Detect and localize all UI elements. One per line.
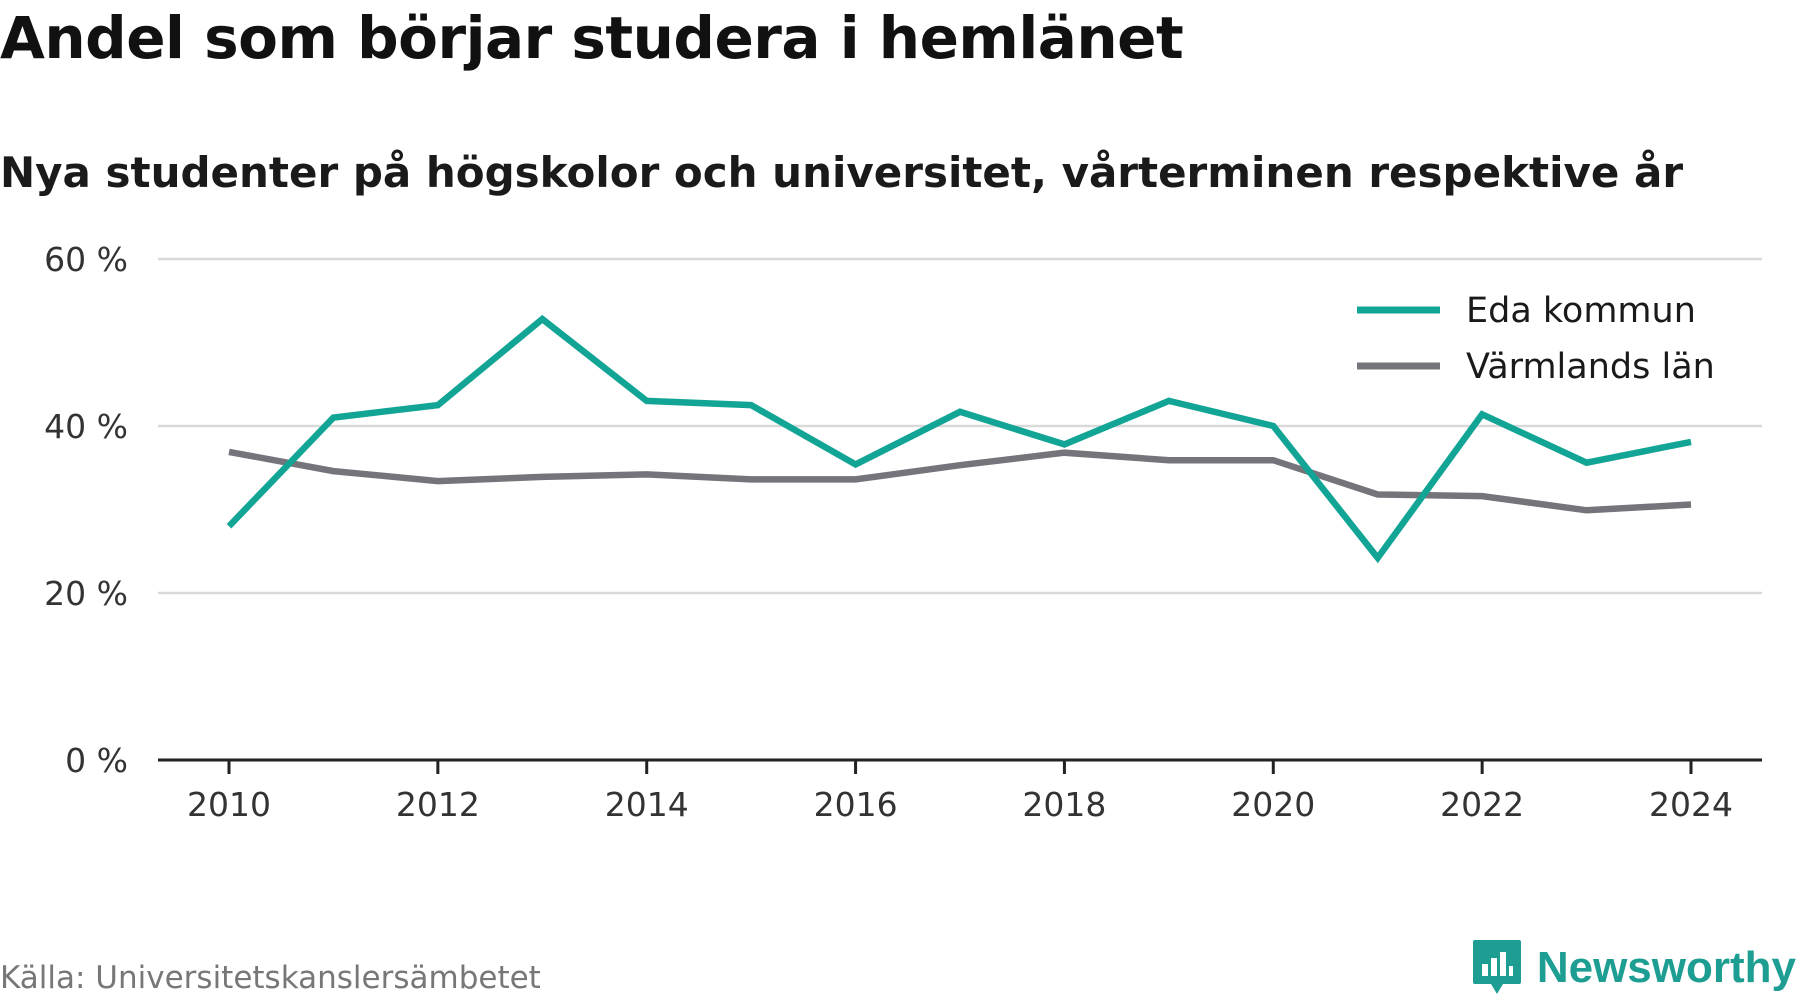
brand-name: Newsworthy bbox=[1536, 943, 1796, 992]
x-tick-label: 2010 bbox=[187, 785, 271, 824]
y-tick-label: 60 % bbox=[44, 240, 128, 279]
x-tick-label: 2022 bbox=[1440, 785, 1524, 824]
series-line-värmlands-län bbox=[228, 448, 1692, 514]
y-tick-label: 0 % bbox=[65, 741, 128, 780]
series-lines bbox=[226, 314, 1692, 564]
y-axis-tick-labels: 0 % 20 % 40 % 60 % bbox=[44, 240, 128, 780]
bar-chart-icon bbox=[1472, 940, 1521, 994]
brand-logo: Newsworthy bbox=[1471, 938, 1796, 998]
gridlines bbox=[158, 257, 1762, 595]
line-chart: 0 % 20 % 40 % 60 % 2010 2012 2014 2016 2018 2020… bbox=[44, 240, 1762, 824]
x-tick-label: 2014 bbox=[605, 785, 689, 824]
x-tick-label: 2020 bbox=[1231, 785, 1315, 824]
x-tick-label: 2024 bbox=[1649, 785, 1733, 824]
source-note: Källa: Universitetskanslersämbetet bbox=[0, 960, 541, 996]
chart-title: Andel som börjar studera i hemlänet bbox=[0, 4, 1184, 72]
x-tick-label: 2018 bbox=[1022, 785, 1106, 824]
x-tick-label: 2012 bbox=[396, 785, 480, 824]
x-axis: 2010 2012 2014 2016 2018 2020 2022 2024 bbox=[158, 758, 1762, 824]
legend-label: Eda kommun bbox=[1466, 291, 1696, 331]
y-tick-label: 40 % bbox=[44, 407, 128, 446]
legend-label: Värmlands län bbox=[1466, 347, 1715, 387]
chart-subtitle: Nya studenter på högskolor och universit… bbox=[0, 148, 1684, 197]
x-tick-label: 2016 bbox=[814, 785, 898, 824]
legend: Eda kommun Värmlands län bbox=[1357, 291, 1715, 387]
y-tick-label: 20 % bbox=[44, 574, 128, 613]
series-line-eda-kommun bbox=[226, 314, 1692, 564]
